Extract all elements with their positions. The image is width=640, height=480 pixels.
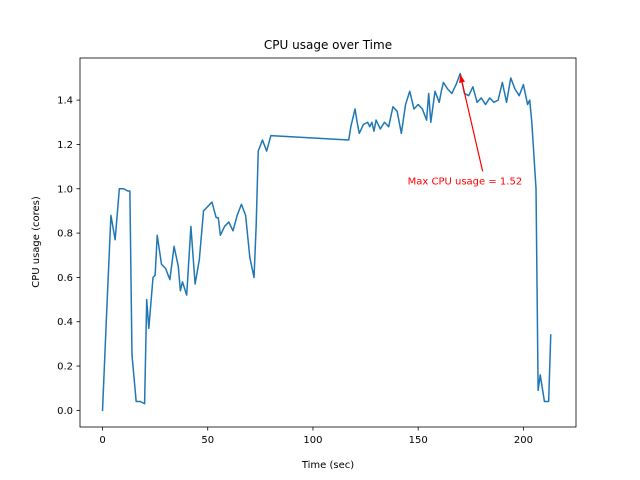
y-tick-label: 1.0 — [57, 184, 73, 195]
x-axis: 0 50 100 150 200 — [99, 427, 533, 446]
x-tick-label: 50 — [201, 435, 214, 446]
annotation-arrow-head — [459, 74, 465, 83]
series-line-cpu-usage — [101, 72, 552, 412]
y-tick-label: 1.2 — [57, 140, 73, 151]
y-tick-label: 0.2 — [57, 362, 73, 373]
max-annotation: Max CPU usage = 1.52 — [408, 74, 523, 187]
y-tick-label: 0.4 — [57, 317, 73, 328]
axes-background — [80, 58, 576, 427]
x-tick-label: 0 — [99, 435, 105, 446]
y-tick-label: 0.6 — [57, 273, 73, 284]
chart-title: CPU usage over Time — [264, 38, 392, 52]
annotation-arrow-line — [459, 74, 484, 172]
x-tick-label: 150 — [409, 435, 428, 446]
x-tick-label: 200 — [514, 435, 533, 446]
y-tick-label: 0.8 — [57, 229, 73, 240]
x-tick-label: 100 — [303, 435, 322, 446]
y-axis-label: CPU usage (cores) — [31, 196, 42, 288]
annotation-text: Max CPU usage = 1.52 — [408, 176, 523, 187]
y-tick-label: 0.0 — [57, 406, 73, 417]
y-tick-label: 1.4 — [57, 96, 73, 107]
plot-area — [79, 57, 577, 428]
y-axis: 0.0 0.2 0.4 0.6 0.8 1.0 1.2 1.4 — [57, 96, 80, 417]
axes-frame — [79, 57, 577, 428]
x-axis-label: Time (sec) — [301, 460, 354, 471]
